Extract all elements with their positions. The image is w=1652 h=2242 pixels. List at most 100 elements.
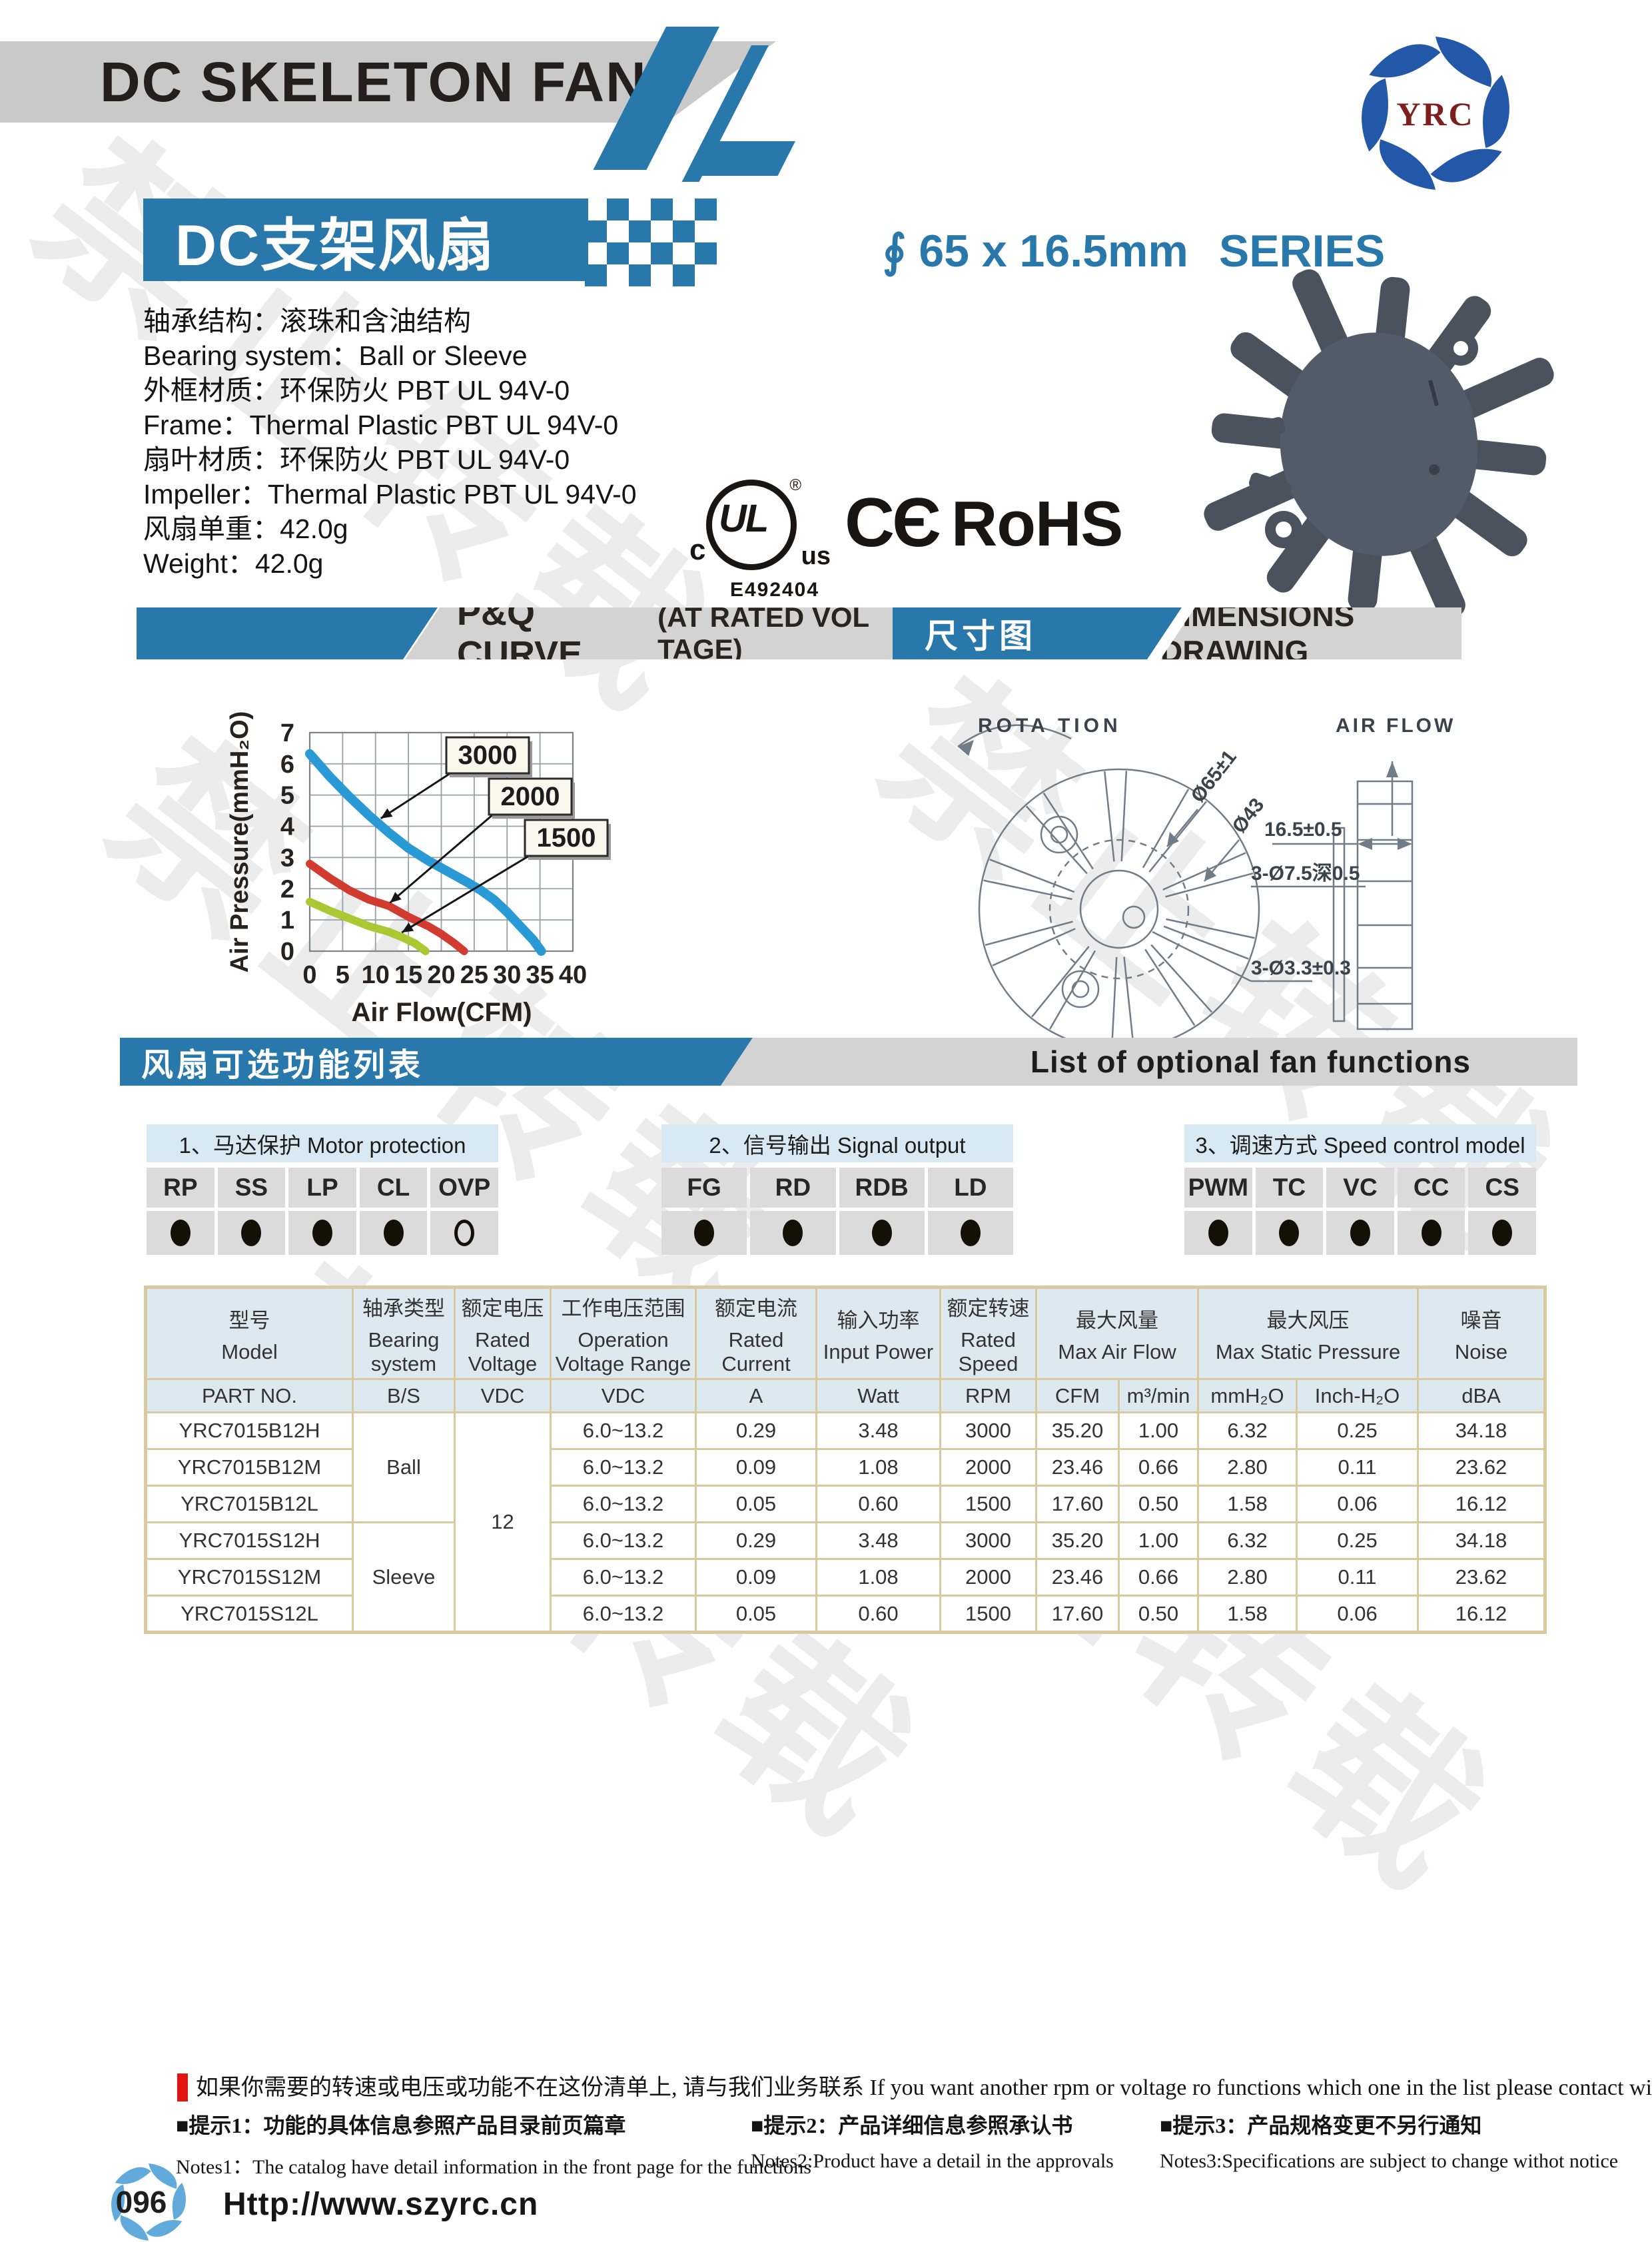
svg-text:5: 5 [280, 782, 294, 810]
table-cell: 0.09 [695, 1558, 817, 1597]
mount-hole [1071, 980, 1090, 998]
page-number: 096 [116, 2185, 167, 2219]
mount-hole [1050, 825, 1068, 844]
dimensions-drawing: ROTA TION AIR FLOW Ø65±1 Ø43 16.5±0.5 3-… [957, 715, 1455, 1046]
table-cell: 2000 [939, 1448, 1037, 1487]
ul-c-mark: c [689, 534, 706, 566]
table-header-cell: 型号 Model [145, 1286, 354, 1380]
filled-dot-icon [1492, 1220, 1513, 1246]
outer-diameter-label: Ø65±1 [1187, 746, 1241, 807]
function-availability-cell [1326, 1211, 1394, 1255]
table-unit-cell: Inch-H₂O [1296, 1378, 1420, 1413]
function-code: RD [750, 1168, 836, 1208]
table-cell: 0.50 [1117, 1595, 1200, 1633]
curve-2000 [306, 859, 468, 955]
note-3-cn: ■提示3：产品规格变更不另行通知 [1160, 2113, 1482, 2137]
contact-note: 如果你需要的转速或电压或功能不在这份清单上, 请与我们业务联系 If you w… [177, 2069, 1652, 2101]
series-label-3000: 3000 [458, 741, 518, 770]
hub-detail [1429, 464, 1440, 475]
table-header-cell: 额定电压 Rated Voltage [454, 1286, 552, 1380]
spec-line: Bearing system：Ball or Sleeve [143, 340, 528, 371]
function-code: TC [1255, 1168, 1324, 1208]
function-availability-cell [661, 1211, 747, 1255]
table-cell: 0.66 [1117, 1448, 1200, 1487]
table-header-cell: 轴承类型 Bearing system [352, 1286, 456, 1380]
rohs-certification-icon: RoHS [951, 488, 1123, 560]
filled-dot-icon [1279, 1220, 1300, 1246]
table-header-row: 型号 Model 轴承类型 Bearing system 额定电压 Rated Volta… [145, 1286, 1547, 1380]
table-header-cell: 额定电流 Rated Current [695, 1286, 817, 1380]
table-cell: 0.11 [1296, 1558, 1420, 1597]
part-number-cell: YRC7015B12H [145, 1411, 354, 1450]
table-cell: 0.60 [815, 1595, 941, 1633]
table-cell: 0.25 [1296, 1411, 1420, 1450]
table-unit-cell: A [695, 1378, 817, 1413]
function-availability-cell [1468, 1211, 1536, 1255]
contact-note-text: 如果你需要的转速或电压或功能不在这份清单上, 请与我们业务联系 If you w… [196, 2075, 1652, 2100]
ul-certification-icon: UL c us ® E492404 [689, 476, 831, 601]
table-cell: 0.09 [695, 1448, 817, 1487]
spec-line: 扇叶材质：环保防火 PBT UL 94V-0 [143, 444, 570, 475]
ul-letters: UL [719, 497, 769, 540]
function-code: SS [217, 1168, 286, 1208]
filled-dot-icon [1350, 1220, 1370, 1246]
rotation-label: ROTA TION [978, 715, 1122, 737]
series-label-1500: 1500 [537, 823, 596, 853]
spec-line: 外框材质：环保防火 PBT UL 94V-0 [143, 375, 570, 406]
table-cell: 0.05 [695, 1595, 817, 1633]
spec-line: 风扇单重：42.0g [143, 514, 348, 544]
svg-text:1: 1 [280, 907, 294, 934]
svg-text:0: 0 [302, 961, 316, 989]
function-code: CS [1468, 1168, 1536, 1208]
side-view-plate [1332, 827, 1346, 1022]
table-cell: 6.0~13.2 [550, 1485, 697, 1523]
bearing-cell: Ball [352, 1411, 456, 1523]
hub-detail [1428, 380, 1439, 406]
pq-banner-title: P&Q CURVE [457, 593, 583, 674]
part-number-cell: YRC7015B12M [145, 1448, 354, 1487]
note-3: ■提示3：产品规格变更不另行通知 Notes3:Specifications a… [1160, 2109, 1618, 2173]
dimensions-banner-en: DIMENSIONS DRAWING [1160, 607, 1461, 659]
chart-x-axis-title: Air Flow(CFM) [351, 998, 532, 1027]
table-unit-cell: RPM [939, 1378, 1037, 1413]
table-cell: 6.0~13.2 [550, 1558, 697, 1597]
filled-dot-icon [170, 1220, 191, 1246]
hub-circle [1079, 869, 1159, 949]
function-group: 3、调速方式 Speed control model PWM TC VC CC CS [1184, 1124, 1536, 1255]
table-cell: 0.60 [815, 1485, 941, 1523]
table-cell: 0.06 [1296, 1485, 1420, 1523]
part-number-cell: YRC7015S12M [145, 1558, 354, 1597]
table-cell: 0.66 [1117, 1558, 1200, 1597]
function-code: CC [1397, 1168, 1465, 1208]
svg-text:7: 7 [280, 719, 294, 747]
dimensions-banner-title-cn: 尺寸图 [925, 617, 1036, 655]
svg-text:0: 0 [280, 938, 294, 966]
table-cell: 1500 [939, 1595, 1037, 1633]
filled-dot-icon [694, 1220, 715, 1246]
spec-line: Impeller：Thermal Plastic PBT UL 94V-0 [143, 479, 637, 510]
website-url: Http://www.szyrc.cn [223, 2187, 539, 2222]
svg-text:20: 20 [427, 961, 455, 989]
series-suffix: SERIES [1218, 226, 1386, 276]
table-unit-cell: VDC [454, 1378, 552, 1413]
fan-hub [1280, 332, 1478, 556]
function-code: OVP [430, 1168, 498, 1208]
airflow-label: AIR FLOW [1336, 715, 1455, 737]
function-availability-cell [1255, 1211, 1324, 1255]
ce-certification-icon: CЄ [845, 484, 941, 561]
table-unit-cell: PART NO. [145, 1378, 354, 1413]
table-header-cell: 额定转速 Rated Speed [939, 1286, 1037, 1380]
note-2: ■提示2：产品详细信息参照承认书 Notes2:Product have a d… [751, 2109, 1114, 2173]
table-units-row: PART NO. B/S VDC VDC A Watt RPM CFM m³/min mmH₂O I… [145, 1378, 1547, 1413]
function-code: LP [288, 1168, 356, 1208]
pq-banner: P&Q CURVE (AT RATED VOL TAGE) [405, 607, 938, 659]
mount-ear [1061, 970, 1100, 1008]
svg-text:35: 35 [526, 961, 554, 989]
large-holes-label: 3-Ø7.5深0.5 [1251, 863, 1360, 885]
bearing-cell: Sleeve [352, 1521, 456, 1633]
table-cell: 16.12 [1417, 1485, 1547, 1523]
rotation-arrow-arc [957, 724, 1072, 747]
table-cell: 6.0~13.2 [550, 1448, 697, 1487]
